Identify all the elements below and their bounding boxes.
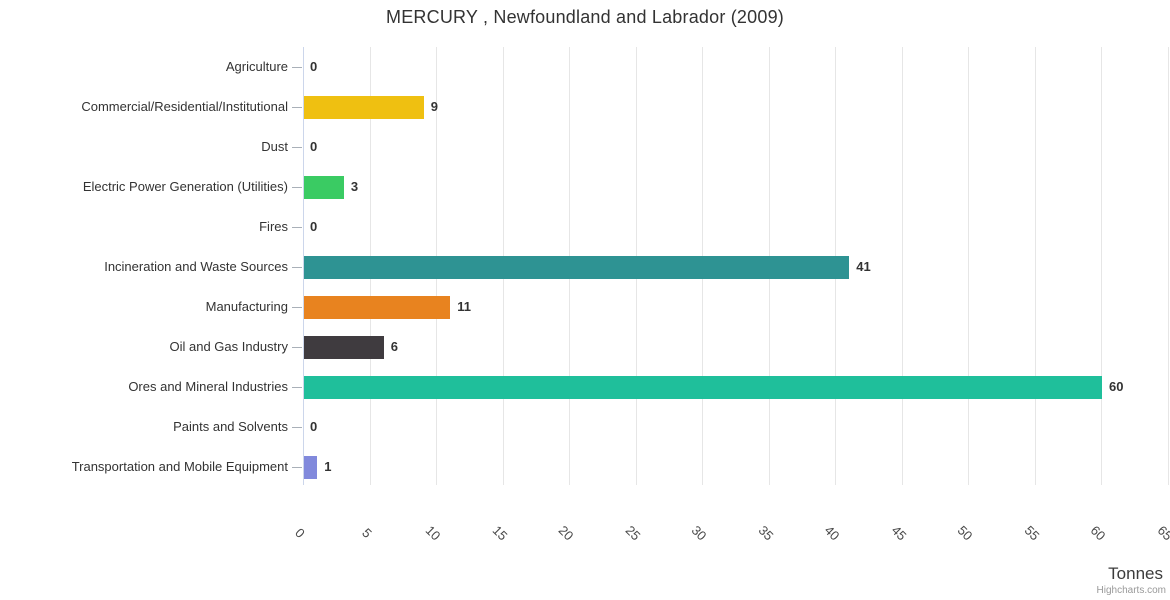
category-label-ores-and-mineral-industries: Ores and Mineral Industries [128,379,288,394]
value-label-ores-and-mineral-industries: 60 [1109,379,1124,394]
x-grid-line [1101,47,1102,485]
bar-electric-power-generation-utilities[interactable] [304,175,344,199]
x-axis-tick-label: 50 [954,522,976,544]
bar-commercial-residential-institutional[interactable] [304,95,424,119]
value-label-dust: 0 [310,139,318,154]
x-axis-tick-label: 30 [688,522,710,544]
y-axis-tick [292,427,302,428]
value-label-incineration-and-waste-sources: 41 [856,259,871,274]
category-label-transportation-and-mobile-equipment: Transportation and Mobile Equipment [71,459,288,474]
x-axis-tick-label: 10 [422,522,444,544]
x-axis-tick-label: 5 [358,525,375,541]
bar-oil-and-gas-industry[interactable] [304,335,384,359]
value-label-commercial-residential-institutional: 9 [430,99,438,114]
category-label-incineration-and-waste-sources: Incineration and Waste Sources [104,259,288,274]
x-axis-tick-label: 60 [1087,522,1109,544]
x-axis-title: Tonnes [1108,564,1163,583]
bar-transportation-and-mobile-equipment[interactable] [304,455,318,479]
category-label-electric-power-generation-utilities: Electric Power Generation (Utilities) [82,179,288,194]
value-label-agriculture: 0 [310,59,318,74]
y-axis-tick [292,387,302,388]
value-label-paints-and-solvents: 0 [310,419,318,434]
chart-title: MERCURY , Newfoundland and Labrador (200… [386,7,784,27]
value-label-electric-power-generation-utilities: 3 [350,179,359,194]
bar-incineration-and-waste-sources[interactable] [304,255,850,279]
x-grid-line [1034,47,1036,485]
x-axis-tick-label: 20 [555,522,577,544]
y-axis-tick [292,467,302,468]
y-axis-tick [292,147,302,148]
value-label-transportation-and-mobile-equipment: 1 [324,459,332,474]
y-axis-tick [292,347,302,348]
category-label-agriculture: Agriculture [225,59,288,74]
highcharts-credits-link[interactable]: Highcharts.com [1096,585,1166,596]
x-axis-tick-label: 40 [821,522,843,544]
bar-ores-and-mineral-industries[interactable] [304,375,1102,399]
x-axis-tick-label: 25 [622,522,643,544]
y-axis-tick [292,227,302,228]
x-axis-tick-label: 35 [755,522,776,544]
y-axis-tick [292,67,302,68]
x-axis-tick-label: 0 [292,525,308,541]
bar-manufacturing[interactable] [304,295,451,319]
x-grid-line [968,47,969,485]
y-axis-line [303,47,304,485]
y-axis-tick [292,267,302,268]
category-label-dust: Dust [261,139,288,154]
category-label-commercial-residential-institutional: Commercial/Residential/Institutional [81,99,288,114]
category-label-paints-and-solvents: Paints and Solvents [173,419,288,434]
value-label-fires: 0 [310,219,318,234]
y-axis-tick [292,187,302,188]
x-grid-line [901,47,903,485]
value-label-manufacturing: 11 [457,299,472,314]
x-axis-tick-label: 45 [888,522,909,544]
x-grid-line [1167,47,1169,485]
x-axis-tick-label: 15 [489,522,510,544]
x-axis-tick-label: 65 [1154,522,1170,544]
y-axis-tick [292,307,302,308]
y-axis-tick [292,107,302,108]
value-label-oil-and-gas-industry: 6 [390,339,399,354]
category-label-oil-and-gas-industry: Oil and Gas Industry [169,339,289,354]
category-label-fires: Fires [259,219,288,234]
category-label-manufacturing: Manufacturing [205,299,288,314]
x-axis-tick-label: 55 [1021,522,1042,544]
